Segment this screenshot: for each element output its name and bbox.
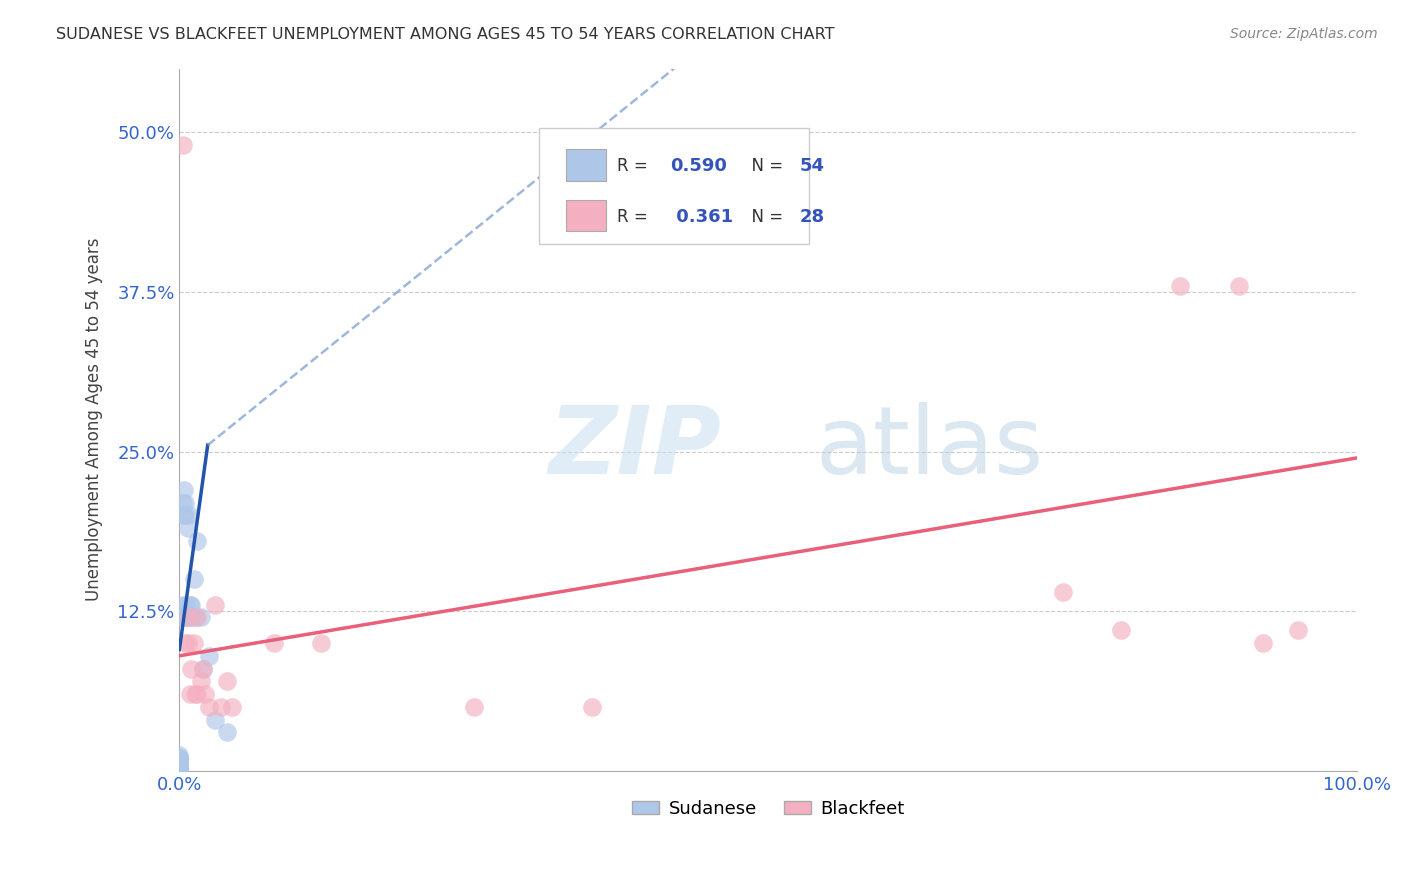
Point <box>186 533 208 548</box>
Text: N =: N = <box>741 209 789 227</box>
Text: ZIP: ZIP <box>548 401 721 493</box>
Point <box>169 751 191 765</box>
Point <box>169 764 191 778</box>
Point <box>184 610 207 624</box>
Point <box>1111 624 1133 638</box>
Point <box>169 751 191 765</box>
FancyBboxPatch shape <box>565 200 606 231</box>
Point <box>174 636 197 650</box>
Point <box>169 751 191 765</box>
Point <box>194 687 217 701</box>
Point <box>215 674 238 689</box>
Point <box>180 610 202 624</box>
Point <box>190 610 212 624</box>
Point <box>1227 278 1250 293</box>
Point <box>169 764 191 778</box>
Point <box>263 636 285 650</box>
Point <box>176 521 198 535</box>
Point <box>198 648 221 663</box>
Point <box>1251 636 1274 650</box>
Point <box>169 752 191 766</box>
Point <box>169 764 191 778</box>
Point <box>204 598 226 612</box>
Point <box>169 757 191 772</box>
Point <box>169 755 191 769</box>
Point <box>183 572 205 586</box>
Point <box>186 687 208 701</box>
Point <box>172 495 194 509</box>
Point <box>1170 278 1192 293</box>
Point <box>176 610 198 624</box>
Point <box>170 610 193 624</box>
Point <box>1286 624 1309 638</box>
Point <box>186 610 208 624</box>
Point <box>170 598 193 612</box>
Point <box>1052 585 1074 599</box>
Point <box>463 699 485 714</box>
Text: 28: 28 <box>800 209 825 227</box>
FancyBboxPatch shape <box>565 149 606 180</box>
Point <box>169 761 191 775</box>
Point <box>174 495 197 509</box>
Point <box>169 764 191 778</box>
Text: Source: ZipAtlas.com: Source: ZipAtlas.com <box>1230 27 1378 41</box>
Point <box>169 756 191 770</box>
Point <box>173 483 195 497</box>
Point <box>169 761 191 775</box>
Point <box>169 748 191 763</box>
Point <box>198 699 221 714</box>
Point <box>169 764 191 778</box>
Point <box>183 636 205 650</box>
Text: R =: R = <box>617 158 654 176</box>
Point <box>309 636 332 650</box>
Point <box>169 760 191 774</box>
Point <box>174 508 197 523</box>
Point <box>180 598 202 612</box>
Point <box>169 758 191 772</box>
Y-axis label: Unemployment Among Ages 45 to 54 years: Unemployment Among Ages 45 to 54 years <box>86 238 103 601</box>
Point <box>169 764 191 778</box>
Point <box>191 662 214 676</box>
Text: 0.590: 0.590 <box>671 158 727 176</box>
Point <box>172 138 194 153</box>
Text: 0.361: 0.361 <box>671 209 734 227</box>
Point <box>176 636 198 650</box>
Point <box>184 687 207 701</box>
Point <box>191 662 214 676</box>
Point <box>179 687 201 701</box>
Point <box>215 725 238 739</box>
Point <box>169 757 191 772</box>
Point <box>169 764 191 778</box>
Point <box>173 508 195 523</box>
Point <box>172 610 194 624</box>
Text: atlas: atlas <box>815 401 1043 493</box>
Point <box>204 713 226 727</box>
Point <box>169 754 191 768</box>
Point <box>169 758 191 772</box>
Point <box>169 764 191 778</box>
Point <box>177 610 200 624</box>
Text: R =: R = <box>617 209 654 227</box>
Text: SUDANESE VS BLACKFEET UNEMPLOYMENT AMONG AGES 45 TO 54 YEARS CORRELATION CHART: SUDANESE VS BLACKFEET UNEMPLOYMENT AMONG… <box>56 27 835 42</box>
Text: N =: N = <box>741 158 789 176</box>
Point <box>190 674 212 689</box>
Point <box>581 699 603 714</box>
Point <box>209 699 232 714</box>
Point <box>169 756 191 770</box>
Point <box>180 662 202 676</box>
FancyBboxPatch shape <box>538 128 810 244</box>
Legend: Sudanese, Blackfeet: Sudanese, Blackfeet <box>626 792 911 825</box>
Point <box>176 610 198 624</box>
Point <box>221 699 243 714</box>
Point <box>177 508 200 523</box>
Point <box>176 598 198 612</box>
Point <box>169 751 191 765</box>
Point <box>169 764 191 778</box>
Text: 54: 54 <box>800 158 825 176</box>
Point <box>169 757 191 772</box>
Point <box>169 764 191 778</box>
Point <box>169 754 191 768</box>
Point <box>169 760 191 774</box>
Point <box>179 598 201 612</box>
